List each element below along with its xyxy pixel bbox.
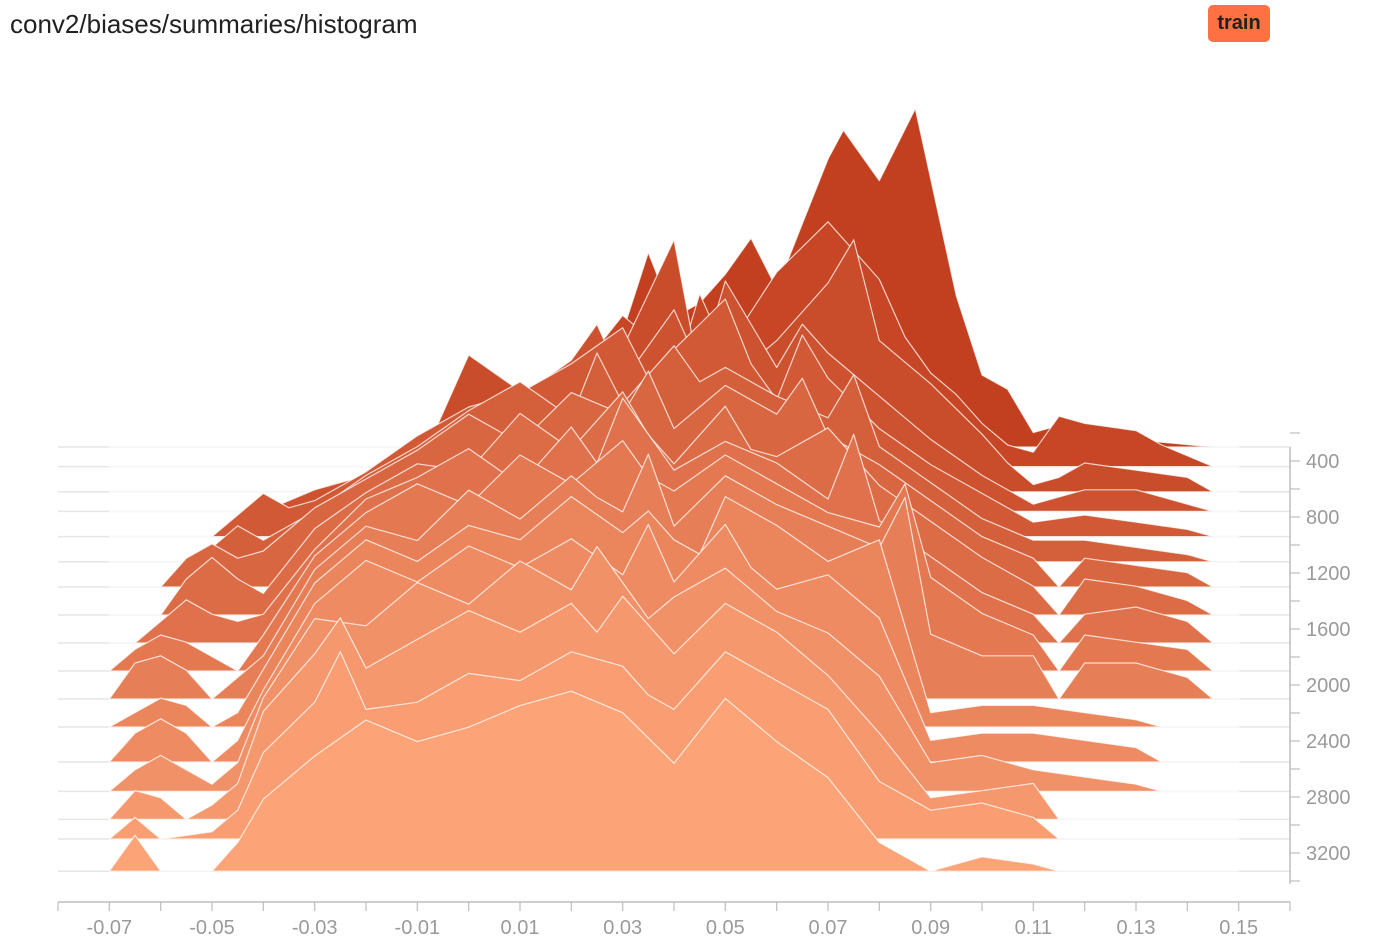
x-tick-label: 0.07 <box>809 917 848 939</box>
y-tick-label: 400 <box>1306 451 1339 473</box>
x-tick-label: 0.09 <box>911 917 950 939</box>
run-badge-train[interactable]: train <box>1208 5 1270 42</box>
histogram-ridges <box>108 108 1240 872</box>
y-tick-label: 3200 <box>1306 843 1351 865</box>
y-tick-label: 800 <box>1306 507 1339 529</box>
x-tick-label: 0.11 <box>1015 917 1052 939</box>
y-tick-label: 1200 <box>1306 563 1351 585</box>
x-tick-label: -0.01 <box>395 917 441 939</box>
x-tick-label: 0.15 <box>1219 917 1258 939</box>
x-tick-label: 0.13 <box>1117 917 1156 939</box>
histogram-ridge-step-3330 <box>108 690 1240 872</box>
x-tick-label: -0.07 <box>87 917 133 939</box>
y-tick-label: 2400 <box>1306 731 1351 753</box>
y-axis: 400 800 1200 1600 2000 2400 2800 3200 <box>1289 432 1351 884</box>
y-tick-label: 1600 <box>1306 619 1351 641</box>
y-tick-label: 2000 <box>1306 675 1351 697</box>
x-tick-label: -0.05 <box>189 917 235 939</box>
x-tick-label: -0.03 <box>292 917 338 939</box>
x-tick-label: 0.03 <box>603 917 642 939</box>
x-axis: -0.07 -0.05 -0.03 -0.01 0.01 0.03 0.05 0.07 0.09… <box>57 901 1291 939</box>
y-tick-label: 2800 <box>1306 787 1351 809</box>
chart-title: conv2/biases/summaries/histogram <box>10 9 418 39</box>
x-tick-label: 0.01 <box>501 917 540 939</box>
x-tick-label: 0.05 <box>706 917 745 939</box>
